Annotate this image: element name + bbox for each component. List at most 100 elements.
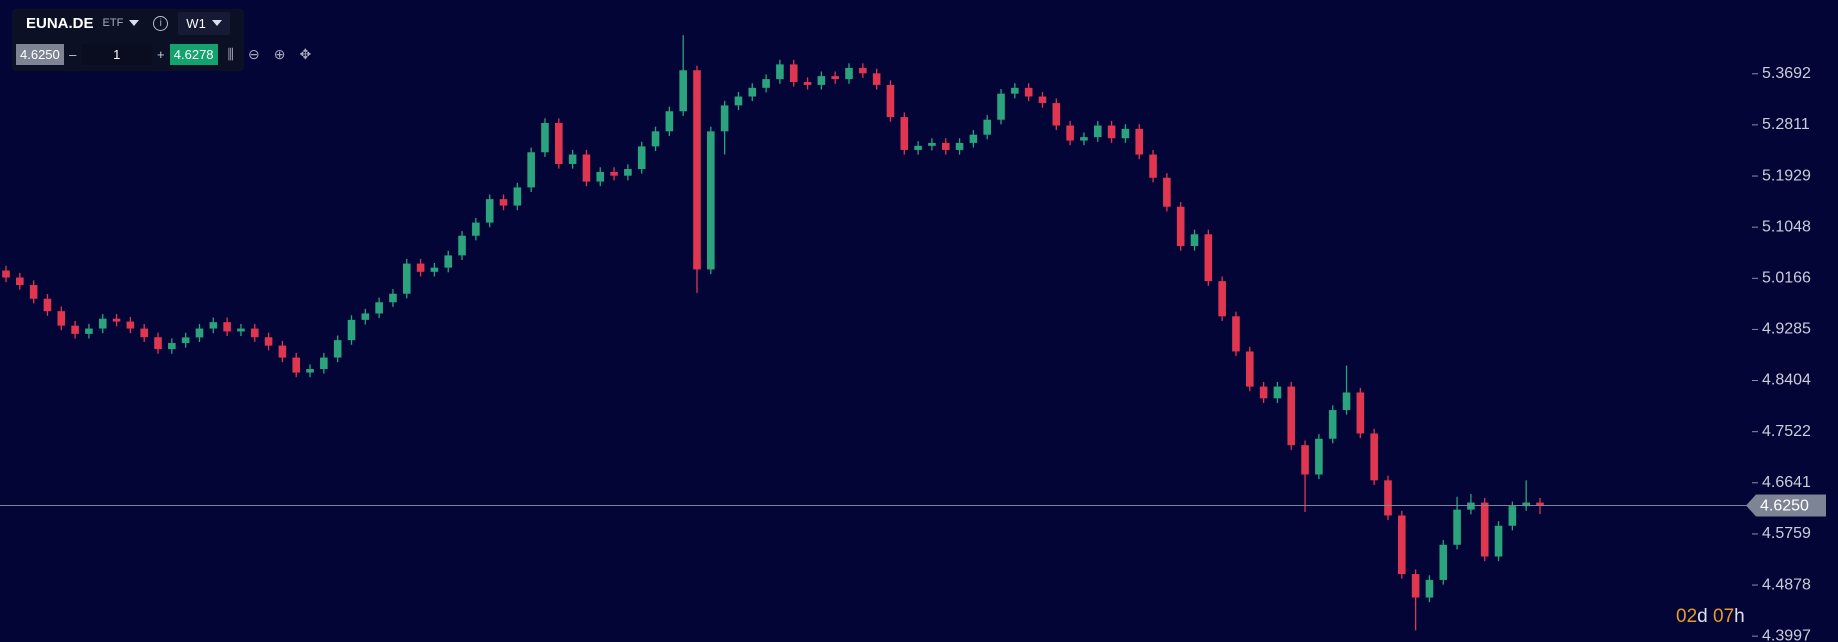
candle-body <box>762 79 770 88</box>
candle-body <box>389 293 397 303</box>
candle-body <box>541 122 549 153</box>
current-price-tag <box>1746 494 1826 517</box>
candle-body <box>1508 506 1517 526</box>
candle-body <box>1149 154 1157 178</box>
chart-type-icon[interactable]: ⫼ <box>227 45 234 62</box>
candle-body <box>831 76 839 80</box>
candle-body <box>306 369 314 373</box>
order-row: 4.6250 – 1 + 4.6278 ⫼ ⊖ ⊕ ✥ <box>16 43 311 65</box>
candle-body <box>803 81 812 85</box>
candle-body <box>1024 87 1033 97</box>
candle-body <box>955 142 964 150</box>
candle-body <box>1356 392 1365 434</box>
candle-body <box>859 67 867 74</box>
candle-body <box>928 142 936 146</box>
candle-body <box>1011 87 1019 94</box>
timeframe: W1 <box>186 15 206 31</box>
candle-body <box>734 96 743 106</box>
candle-body <box>1398 515 1406 575</box>
zoom-out-icon[interactable]: ⊖ <box>247 45 260 62</box>
decrease-button[interactable]: – <box>69 46 77 62</box>
candle-body <box>997 93 1005 120</box>
candle-body <box>679 70 687 112</box>
quantity-input[interactable]: 1 <box>81 43 152 65</box>
candle-body <box>610 171 618 176</box>
candle-body <box>637 146 646 170</box>
candle-body <box>665 111 674 132</box>
y-tick-label: 5.2811 <box>1762 116 1810 133</box>
candle-body <box>1301 445 1309 475</box>
candle-body <box>1370 433 1378 481</box>
candle-body <box>693 70 701 270</box>
bid-button[interactable]: 4.6250 <box>16 43 64 65</box>
candle-body <box>1245 351 1254 387</box>
candle-body <box>845 67 853 80</box>
current-price-label: 4.6250 <box>1760 498 1809 515</box>
y-tick-label: 5.1048 <box>1762 218 1811 235</box>
candle-body <box>527 152 535 188</box>
candle-body <box>195 328 204 338</box>
symbol[interactable]: EUNA.DE <box>26 14 94 32</box>
candle-body <box>1467 502 1475 510</box>
candle-body <box>914 145 922 150</box>
candle-body <box>278 345 287 358</box>
candle-body <box>237 328 245 332</box>
timeframe-selector[interactable]: W1 <box>178 11 230 35</box>
candle-body <box>1453 509 1461 545</box>
candle-body <box>582 154 591 182</box>
candle-body <box>568 154 577 164</box>
candle-body <box>1066 125 1074 141</box>
info-icon[interactable]: i <box>153 15 169 31</box>
toolbar-row: EUNA.DE ETF i W1 <box>12 9 230 37</box>
candle-body <box>941 142 950 150</box>
candle-body <box>1315 438 1323 475</box>
timer-days-unit: d <box>1697 606 1708 627</box>
y-tick-label: 4.9285 <box>1762 321 1811 338</box>
candle-body <box>320 357 328 370</box>
candle-body <box>112 318 121 322</box>
candle-body <box>16 277 24 286</box>
ask-button[interactable]: 4.6278 <box>169 43 218 65</box>
timeframe-caret <box>211 20 222 26</box>
candle-body <box>1480 502 1489 557</box>
candle-body <box>1439 544 1448 580</box>
candle-body <box>1259 386 1268 399</box>
symbol-dropdown[interactable] <box>129 20 140 26</box>
candle-body <box>886 84 895 118</box>
candle-body <box>596 171 605 182</box>
candle-body <box>1411 574 1420 598</box>
increase-button[interactable]: + <box>156 46 165 62</box>
candle-body <box>85 328 93 334</box>
candle-body <box>416 263 425 272</box>
candle-body <box>1522 502 1530 507</box>
candle-body <box>485 199 494 223</box>
candle-body <box>748 87 757 97</box>
y-tick-label: 4.4878 <box>1762 576 1811 593</box>
candle-body <box>1328 410 1337 439</box>
candle-body <box>789 64 798 82</box>
timer-days: 02 <box>1676 606 1698 627</box>
y-tick-label: 4.6641 <box>1762 474 1811 491</box>
candle-body <box>983 119 992 135</box>
candle-body <box>250 328 259 338</box>
y-tick-label: 5.1929 <box>1762 167 1811 184</box>
candle-body <box>1038 96 1047 104</box>
candle-body <box>264 337 273 346</box>
tool-icons: ⫼ ⊖ ⊕ ✥ <box>228 46 312 63</box>
candle-body <box>1176 206 1185 246</box>
timer-hours-unit: h <box>1734 606 1745 627</box>
candle-body <box>71 325 79 334</box>
candle-body <box>969 134 978 143</box>
candle-body <box>624 169 632 176</box>
candle-body <box>513 187 522 206</box>
y-tick-label: 4.8404 <box>1762 372 1811 389</box>
candle-body <box>720 105 729 132</box>
zoom-in-icon[interactable]: ⊕ <box>273 45 286 62</box>
candle-body <box>347 319 356 341</box>
candle-body <box>98 318 107 329</box>
move-icon[interactable]: ✥ <box>299 45 312 62</box>
candle-body <box>1135 128 1144 155</box>
candle-body <box>29 285 38 299</box>
candle-body <box>472 222 480 236</box>
